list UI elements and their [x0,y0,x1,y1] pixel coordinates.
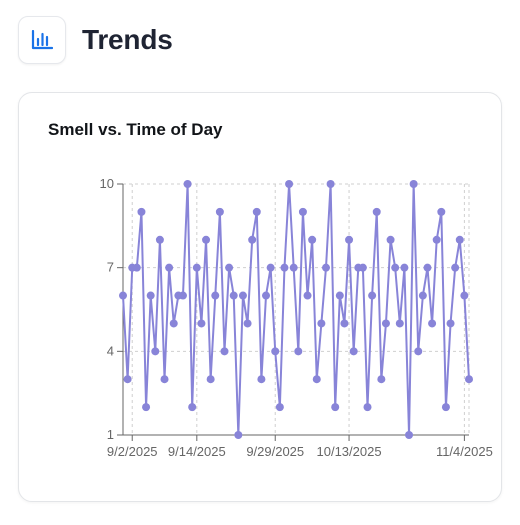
bar-chart-icon [18,16,66,64]
page-title: Trends [82,24,173,55]
x-tick-label: 9/2/2025 [107,444,158,459]
data-point [298,207,307,216]
data-point [381,319,390,328]
x-tick-label: 9/14/2025 [168,444,226,459]
page-header: Trends [18,16,173,64]
data-point [192,263,201,272]
chart-title: Smell vs. Time of Day [48,120,223,139]
data-point [441,403,450,412]
data-point [414,347,423,356]
data-point [211,291,220,300]
data-point [142,403,151,412]
y-tick-label: 7 [107,260,114,275]
data-point [451,263,460,272]
data-point [123,375,132,384]
data-point [455,235,464,244]
data-point [202,235,211,244]
data-point [280,263,289,272]
data-point [275,403,284,412]
y-tick-label: 1 [107,427,114,442]
data-point [289,263,298,272]
data-point [395,319,404,328]
data-point [321,263,330,272]
data-point [428,319,437,328]
data-point [285,180,294,188]
data-point [432,235,441,244]
data-point [303,291,312,300]
data-point [146,291,155,300]
data-point [418,291,427,300]
data-point [363,403,372,412]
data-point [372,207,381,216]
line-chart: 1 4 7 10 9/2/2025 9/14/2025 9/29/2025 10/13/202… [100,176,493,459]
data-point [234,431,243,439]
data-point [377,375,386,384]
data-point [188,403,197,412]
data-point [119,291,127,300]
data-point [386,235,395,244]
data-point [132,263,141,272]
data-point [243,319,252,328]
data-point [326,180,335,188]
data-point [271,347,280,356]
data-point [160,375,169,384]
data-point [294,347,303,356]
data-point [437,207,446,216]
data-point [340,319,349,328]
data-point [308,235,317,244]
y-tick-label: 4 [107,343,114,358]
data-point [460,291,469,300]
series-line [122,183,470,436]
data-point [206,375,215,384]
data-point [165,263,174,272]
data-point [335,291,344,300]
data-point [400,263,409,272]
data-point [238,291,247,300]
bar-chart-icon-graphic [31,30,53,50]
data-point [229,291,238,300]
data-point [215,207,224,216]
x-tick-label: 10/13/2025 [317,444,382,459]
data-point [391,263,400,272]
data-point [446,319,455,328]
data-point [220,347,229,356]
data-point [169,319,178,328]
data-point [183,180,192,188]
data-point [368,291,377,300]
data-point [465,375,473,384]
trend-chart-card: Smell vs. Time of Day 1 4 7 10 9/2/2025 9/14/… [18,92,502,502]
data-point [151,347,160,356]
data-point [312,375,321,384]
data-point [345,235,354,244]
data-point [252,207,261,216]
y-tick-label: 10 [100,176,114,191]
x-tick-label: 11/4/2025 [436,444,493,459]
data-point [248,235,257,244]
data-point [423,263,432,272]
data-point [349,347,358,356]
data-point [266,263,275,272]
data-point [178,291,187,300]
data-point [317,319,326,328]
data-point [262,291,271,300]
data-point [358,263,367,272]
data-point [331,403,340,412]
data-point [409,180,418,188]
data-point [405,431,414,439]
data-point [257,375,266,384]
data-point [197,319,206,328]
x-tick-label: 9/29/2025 [246,444,304,459]
data-point [225,263,234,272]
data-point [137,207,146,216]
data-point [155,235,164,244]
